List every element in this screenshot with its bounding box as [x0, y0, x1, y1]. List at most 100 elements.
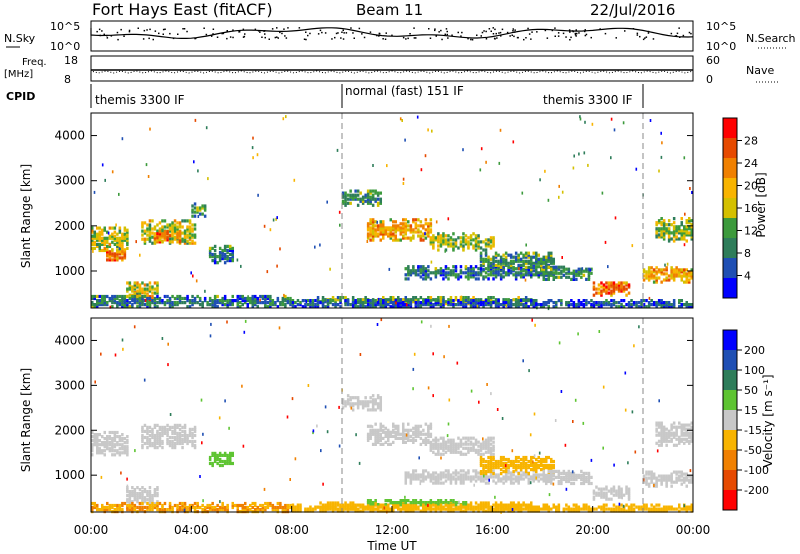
echo-cell — [630, 303, 633, 307]
echo-cell — [364, 193, 367, 197]
echo-cell — [369, 303, 372, 307]
echo-cell — [487, 501, 490, 505]
echo-cell — [524, 463, 528, 468]
echo-cell — [146, 287, 149, 291]
echo-cell — [647, 278, 651, 282]
echo-cell — [582, 473, 586, 477]
echo-cell — [101, 301, 104, 305]
echo-cell — [688, 431, 691, 435]
echo-cell — [379, 408, 383, 412]
echo-cell — [106, 230, 109, 234]
echo-cell — [464, 296, 468, 300]
echo-cell — [670, 439, 673, 443]
sky-search-dot — [309, 32, 311, 35]
echo-cell — [492, 436, 495, 440]
echo-cell — [321, 505, 325, 509]
echo-cell — [427, 440, 430, 444]
echo-cell — [690, 227, 694, 231]
echo-cell — [374, 438, 377, 442]
echo-cell — [585, 477, 588, 482]
echo-cell — [680, 231, 684, 235]
echo-cell — [519, 475, 523, 479]
echo-cell — [251, 505, 255, 510]
echo-cell — [344, 191, 347, 195]
echo-cell — [269, 503, 272, 508]
echo-cell — [482, 259, 485, 263]
echo-cell — [429, 448, 433, 452]
echo-cell — [379, 222, 383, 226]
echo-cell — [642, 274, 646, 278]
echo-cell — [176, 294, 179, 299]
echo-cell — [607, 301, 611, 305]
echo-cell — [567, 473, 571, 477]
echo-cell — [665, 266, 668, 270]
echo-cell — [178, 240, 182, 244]
echo-cell — [98, 299, 102, 303]
echo-cell — [617, 283, 621, 287]
echo-cell — [522, 259, 525, 263]
echo-cell — [572, 481, 576, 486]
echo-cell — [683, 472, 686, 476]
echo-cell — [683, 274, 686, 278]
sky-search-dot — [500, 35, 502, 37]
echo-cell — [336, 503, 340, 507]
echo-cell — [156, 240, 159, 244]
echo-cell — [239, 296, 242, 301]
echo-cell — [173, 231, 177, 235]
echo-cell — [419, 265, 423, 269]
echo-cell — [472, 275, 475, 279]
echo-cell — [477, 475, 480, 479]
echo-cell — [497, 253, 500, 257]
echo-cell — [612, 487, 616, 491]
echo-cell — [178, 232, 182, 236]
echo-cell — [143, 239, 147, 243]
echo-cell — [216, 508, 219, 512]
echo-cell — [366, 228, 370, 232]
echo-cell — [148, 439, 152, 444]
echo-cell — [126, 299, 129, 303]
echo-cell — [484, 503, 488, 507]
echo-cell — [482, 470, 485, 474]
echo-cell — [407, 471, 410, 475]
echo-cell — [146, 237, 149, 241]
echo-cell — [655, 484, 658, 488]
echo-cell — [530, 273, 533, 277]
echo-cell — [163, 232, 167, 236]
echo-cell — [672, 435, 676, 439]
echo-cell — [208, 503, 212, 508]
echo-cell — [93, 433, 97, 437]
echo-cell — [218, 257, 222, 261]
echo-cell — [625, 303, 628, 307]
echo-cell — [685, 225, 689, 229]
echo-cell — [683, 423, 686, 427]
echo-cell — [680, 433, 684, 437]
scatter-cell — [518, 267, 520, 271]
echo-cell — [138, 494, 142, 498]
echo-cell — [382, 436, 385, 440]
scatter-cell — [648, 296, 651, 300]
echo-cell — [241, 296, 245, 301]
echo-cell — [462, 303, 465, 307]
echo-cell — [123, 238, 127, 242]
echo-cell — [186, 435, 189, 440]
echo-cell — [427, 226, 430, 230]
echo-cell — [211, 463, 214, 468]
nave-trace — [90, 70, 694, 74]
echo-cell — [582, 269, 586, 273]
echo-cell — [595, 301, 598, 305]
echo-cell — [126, 498, 129, 502]
echo-cell — [141, 427, 144, 431]
echo-cell — [662, 219, 666, 223]
echo-cell — [136, 291, 139, 295]
echo-cell — [91, 439, 94, 443]
echo-cell — [96, 439, 99, 443]
echo-cell — [429, 222, 433, 226]
echo-cell — [138, 285, 142, 289]
echo-cell — [655, 421, 658, 425]
echo-cell — [201, 301, 204, 305]
echo-cell — [299, 505, 302, 509]
echo-cell — [131, 500, 134, 504]
echo-cell — [487, 259, 490, 263]
echo-cell — [429, 432, 433, 436]
echo-cell — [530, 463, 533, 468]
